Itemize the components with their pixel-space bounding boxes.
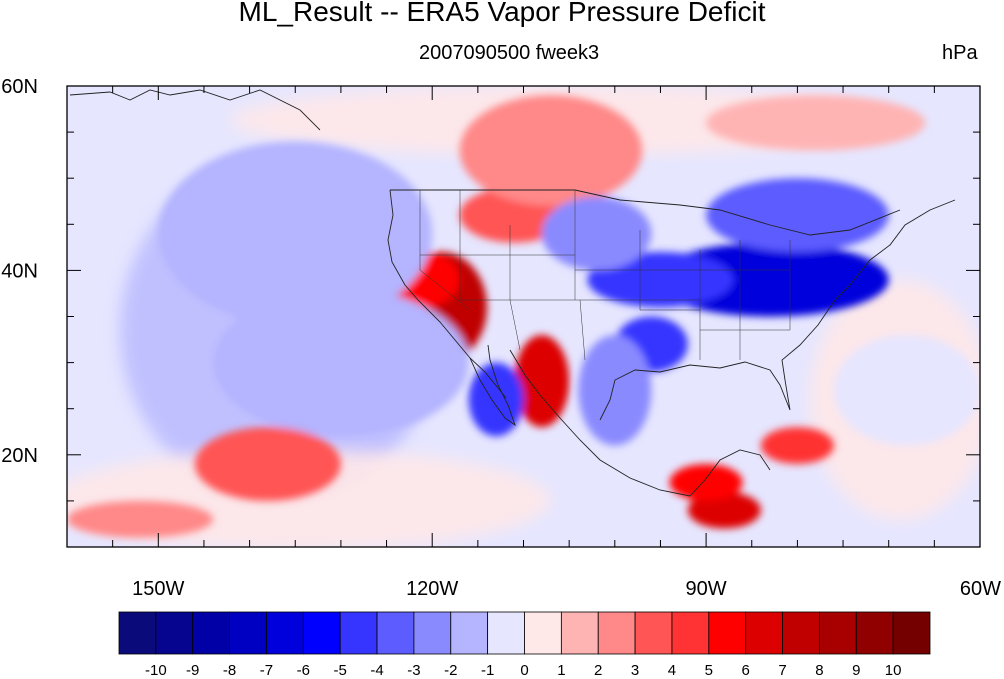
y-tick-label: 60N: [1, 76, 38, 98]
anomaly-blob-10: [468, 362, 524, 437]
colorbar-label: -2: [444, 662, 457, 679]
anomaly-blob-12: [158, 141, 433, 326]
anomaly-blob-7: [706, 178, 889, 252]
colorbar-label: 9: [852, 662, 860, 679]
colorbar-swatch: [487, 611, 525, 655]
colorbar-swatch: [339, 611, 378, 655]
colorbar-swatch: [782, 611, 820, 655]
colorbar-swatch: [192, 611, 230, 655]
colorbar-label: 4: [668, 662, 676, 679]
colorbar-label: 1: [557, 662, 565, 679]
colorbar-label: -6: [297, 662, 310, 679]
colorbar-swatch: [524, 611, 562, 655]
colorbar-label: 3: [631, 662, 639, 679]
colorbar-label: -5: [334, 662, 347, 679]
colorbar-label: 5: [705, 662, 713, 679]
colorbar-label: -7: [260, 662, 273, 679]
colorbar-label: -10: [145, 662, 167, 679]
colorbar-labels: -10 -9 -8 -7 -6 -5 -4 -3 -2 -1 0 1 2 3 4 5 6 7 8 9 10: [145, 662, 901, 679]
colorbar-label: 2: [594, 662, 602, 679]
colorbar-swatch: [634, 611, 673, 655]
colorbar-label: 0: [520, 662, 528, 679]
anomaly-blob-18: [669, 464, 743, 501]
anomaly-blob-17: [687, 491, 761, 529]
colorbar-label: 8: [815, 662, 823, 679]
gulf-coastline: [599, 199, 956, 421]
boundary-lines: [69, 89, 956, 497]
pacific-coastline: [387, 189, 507, 399]
colorbar: [118, 611, 931, 655]
anomaly-blob-13: [213, 288, 469, 437]
anomaly-blob-8: [541, 196, 652, 271]
map-subtitle: 2007090500 fweek3: [419, 42, 600, 64]
y-tick-label: 40N: [1, 260, 38, 282]
anomaly-blobs: [67, 95, 980, 538]
colorbar-swatch: [671, 611, 710, 655]
axis-ticks: [66, 85, 981, 548]
colorbar-swatch: [855, 611, 894, 655]
colorbar-label: 10: [885, 662, 902, 679]
colorbar-swatch: [229, 611, 267, 655]
anomaly-blob-14: [194, 427, 341, 501]
colorbar-swatch: [450, 611, 489, 655]
x-tick-label: 120W: [406, 578, 458, 600]
anomaly-blob-20: [833, 334, 980, 446]
colorbar-label: -3: [407, 662, 420, 679]
colorbar-swatch: [819, 611, 857, 655]
anomaly-blob-15: [67, 500, 214, 538]
colorbar-label: 6: [742, 662, 750, 679]
x-tick-label: 60W: [960, 578, 1001, 600]
colorbar-label: -1: [481, 662, 494, 679]
state-lines: [419, 190, 791, 361]
axis-tick-labels: 150W 120W 90W 60W 20N 40N 60N: [1, 76, 1001, 600]
colorbar-label: -8: [223, 662, 236, 679]
alaska-coast: [69, 89, 321, 131]
colorbar-swatch: [745, 611, 783, 655]
mexico-west-coast: [509, 349, 691, 497]
colorbar-label: 7: [778, 662, 786, 679]
y-tick-label: 20N: [1, 445, 38, 467]
anomaly-blob-19: [760, 427, 834, 465]
colorbar-swatch: [266, 611, 304, 655]
colorbar-swatch: [376, 611, 415, 655]
anomaly-blob-6: [587, 251, 734, 308]
colorbar-swatch: [560, 611, 599, 655]
colorbar-swatch: [708, 611, 747, 655]
x-tick-label: 150W: [132, 578, 184, 600]
yucatan-coast: [689, 449, 771, 497]
colorbar-swatch: [597, 611, 636, 655]
colorbar-swatch: [892, 611, 931, 655]
colorbar-swatch: [155, 611, 194, 655]
anomaly-blob-4: [459, 95, 643, 206]
baja-coastline: [469, 344, 516, 427]
anomaly-blob-16: [706, 95, 926, 151]
x-tick-label: 90W: [686, 578, 727, 600]
map-title: ML_Result -- ERA5 Vapor Pressure Deficit: [238, 0, 766, 27]
field-layer: [67, 86, 980, 547]
anomaly-blob-11: [578, 334, 652, 446]
units-label: hPa: [942, 42, 978, 64]
colorbar-swatch: [413, 611, 452, 655]
colorbar-label: -4: [370, 662, 383, 679]
colorbar-swatch: [302, 611, 341, 655]
anomaly-blob-2: [514, 334, 570, 428]
canada-border: [390, 189, 901, 236]
colorbar-label: -9: [186, 662, 199, 679]
colorbar-swatch: [118, 611, 157, 655]
